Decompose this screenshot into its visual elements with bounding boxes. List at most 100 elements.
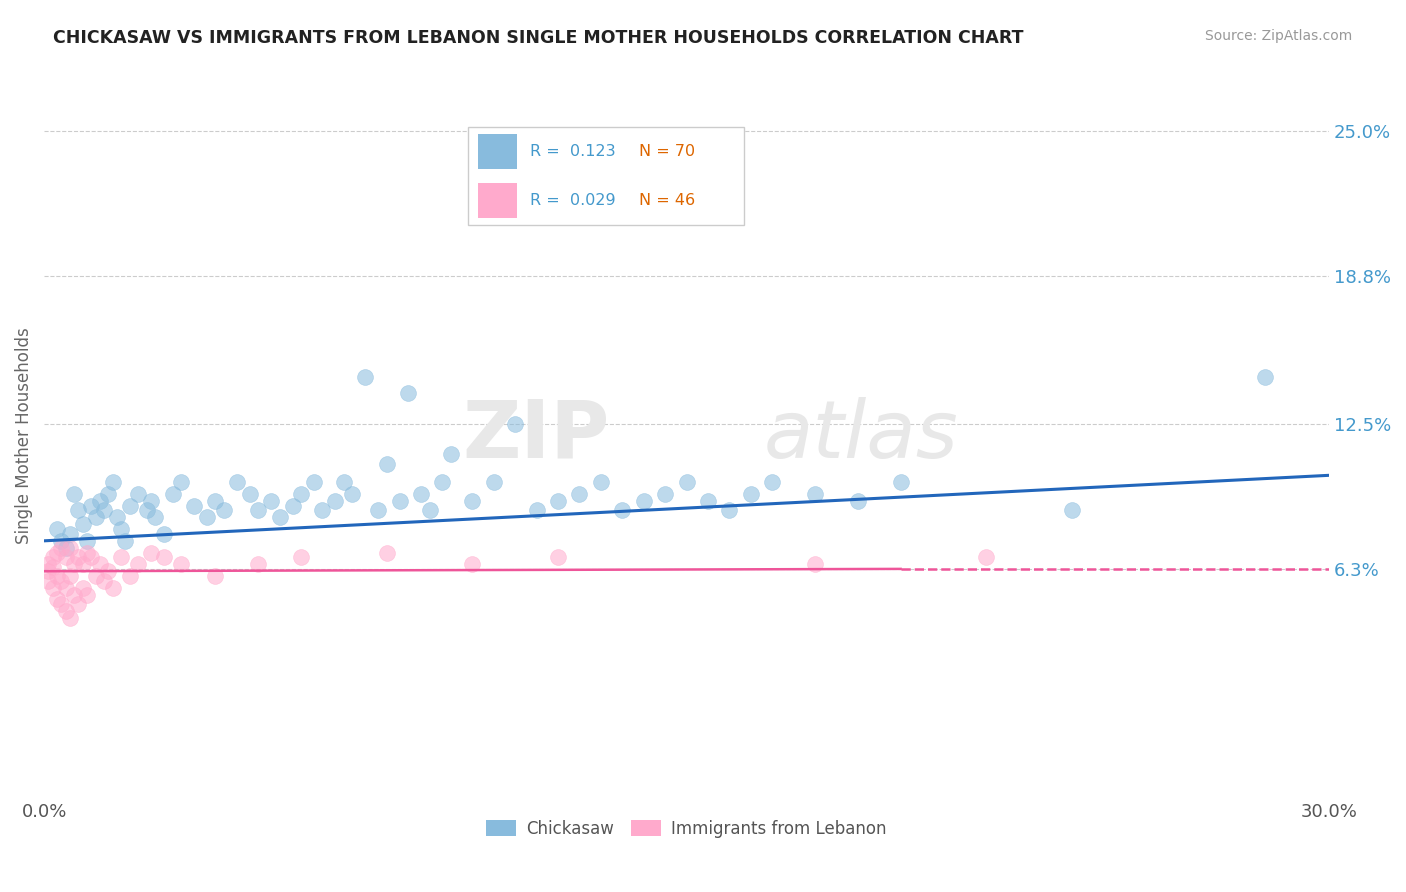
Point xyxy=(76,533,98,548)
Point xyxy=(740,487,762,501)
Text: ZIP: ZIP xyxy=(463,397,609,475)
Point xyxy=(72,517,94,532)
Point xyxy=(41,550,63,565)
FancyBboxPatch shape xyxy=(478,184,517,219)
Point xyxy=(482,475,505,490)
Point xyxy=(333,475,356,490)
Point xyxy=(302,475,325,490)
Point xyxy=(72,558,94,572)
Text: R =  0.029: R = 0.029 xyxy=(530,194,616,209)
Point xyxy=(633,494,655,508)
Point xyxy=(375,545,398,559)
Point xyxy=(375,457,398,471)
Text: CHICKASAW VS IMMIGRANTS FROM LEBANON SINGLE MOTHER HOUSEHOLDS CORRELATION CHART: CHICKASAW VS IMMIGRANTS FROM LEBANON SIN… xyxy=(53,29,1024,46)
Point xyxy=(55,550,77,565)
Point xyxy=(59,526,82,541)
Point xyxy=(80,550,103,565)
Point xyxy=(183,499,205,513)
Point xyxy=(46,545,69,559)
Point xyxy=(89,494,111,508)
Text: Source: ZipAtlas.com: Source: ZipAtlas.com xyxy=(1205,29,1353,43)
Point xyxy=(212,503,235,517)
Point xyxy=(118,569,141,583)
Text: N = 46: N = 46 xyxy=(638,194,695,209)
Text: N = 70: N = 70 xyxy=(638,145,695,160)
Point xyxy=(804,487,827,501)
Point xyxy=(101,581,124,595)
Point xyxy=(311,503,333,517)
Point xyxy=(51,574,73,588)
Point xyxy=(461,494,484,508)
Y-axis label: Single Mother Households: Single Mother Households xyxy=(15,327,32,544)
Point xyxy=(654,487,676,501)
Point xyxy=(170,558,193,572)
Point xyxy=(239,487,262,501)
Point xyxy=(67,503,90,517)
Point xyxy=(41,581,63,595)
Point xyxy=(846,494,869,508)
Point xyxy=(84,569,107,583)
Point xyxy=(204,569,226,583)
Point xyxy=(440,447,463,461)
Point xyxy=(204,494,226,508)
Point xyxy=(162,487,184,501)
Point xyxy=(804,558,827,572)
Point xyxy=(110,522,132,536)
Point xyxy=(354,370,377,384)
Point xyxy=(135,503,157,517)
Point xyxy=(696,494,718,508)
Point xyxy=(269,510,291,524)
Point xyxy=(46,569,69,583)
Point xyxy=(80,499,103,513)
Text: atlas: atlas xyxy=(763,397,959,475)
Point xyxy=(1253,370,1275,384)
Point xyxy=(419,503,441,517)
Point xyxy=(675,475,697,490)
Point xyxy=(37,564,59,578)
Point xyxy=(63,558,86,572)
Point xyxy=(547,550,569,565)
Point xyxy=(118,499,141,513)
Point xyxy=(101,475,124,490)
Point xyxy=(59,611,82,625)
Point xyxy=(718,503,741,517)
Point xyxy=(247,558,270,572)
Point xyxy=(97,487,120,501)
Point xyxy=(67,550,90,565)
Point xyxy=(93,574,115,588)
Point xyxy=(37,574,59,588)
Legend: Chickasaw, Immigrants from Lebanon: Chickasaw, Immigrants from Lebanon xyxy=(479,813,893,844)
Point xyxy=(51,533,73,548)
Point xyxy=(409,487,432,501)
Point xyxy=(890,475,912,490)
Point xyxy=(153,526,176,541)
Point xyxy=(89,558,111,572)
Point xyxy=(55,541,77,555)
Point xyxy=(260,494,283,508)
Point xyxy=(323,494,346,508)
Point xyxy=(153,550,176,565)
Point xyxy=(396,386,419,401)
Point xyxy=(290,487,312,501)
Point xyxy=(461,558,484,572)
Point xyxy=(145,510,167,524)
FancyBboxPatch shape xyxy=(468,128,744,226)
FancyBboxPatch shape xyxy=(478,135,517,169)
Point xyxy=(526,503,548,517)
Point xyxy=(105,510,128,524)
Point xyxy=(59,569,82,583)
Point xyxy=(195,510,218,524)
Point xyxy=(547,494,569,508)
Point xyxy=(63,487,86,501)
Point xyxy=(225,475,247,490)
Point xyxy=(51,541,73,555)
Point xyxy=(342,487,364,501)
Point xyxy=(55,581,77,595)
Point xyxy=(612,503,634,517)
Point xyxy=(55,604,77,618)
Point xyxy=(37,558,59,572)
Point xyxy=(67,597,90,611)
Point xyxy=(114,533,136,548)
Point xyxy=(247,503,270,517)
Point xyxy=(432,475,454,490)
